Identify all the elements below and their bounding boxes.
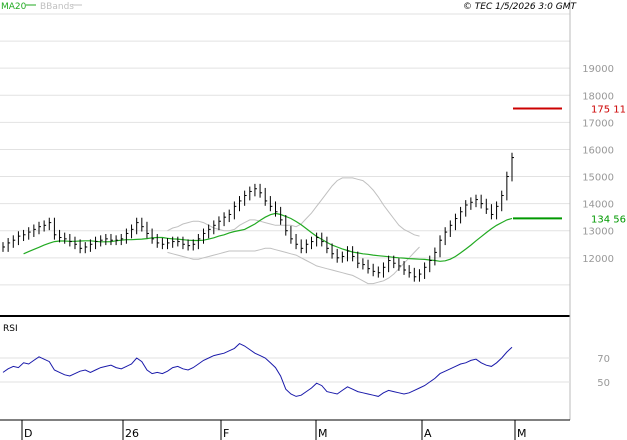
rsi-polyline	[2, 343, 513, 397]
x-axis-label: A	[424, 427, 432, 440]
price-gridlines	[0, 13, 570, 286]
price-level-label: 134 56	[591, 214, 626, 225]
x-axis-labels: D 26 F M A M	[21, 420, 527, 440]
price-levels: 175 11 134 56	[513, 105, 626, 225]
rsi-gridlines	[0, 357, 570, 383]
rsi-title: RSI	[3, 324, 18, 334]
price-tick-label: 19000	[582, 64, 614, 75]
price-axis-ticks: 19000 18000 17000 16000 15000 14000 13000 12000	[582, 64, 614, 265]
bollinger-bands	[167, 177, 420, 285]
price-tick-label: 14000	[582, 200, 614, 211]
rsi-tick-label: 50	[597, 378, 610, 389]
x-axis-label: 26	[125, 427, 139, 440]
rsi-axis-ticks: 70 50	[597, 354, 610, 389]
price-level-label: 175 11	[591, 105, 626, 116]
x-axis-label: M	[517, 427, 527, 440]
x-axis-label: F	[223, 427, 229, 440]
price-tick-label: 15000	[582, 173, 614, 184]
price-tick-label: 16000	[582, 145, 614, 156]
rsi-line	[2, 343, 513, 397]
price-tick-label: 18000	[582, 91, 614, 102]
copyright-timestamp: © TEC 1/5/2026 3:0 GMT	[463, 2, 578, 12]
bb-lower-line	[167, 246, 420, 285]
x-axis-label: D	[24, 427, 32, 440]
price-tick-label: 13000	[582, 227, 614, 238]
bb-upper-line	[167, 177, 420, 237]
price-bars	[2, 152, 514, 282]
x-axis-label: M	[318, 427, 328, 440]
legend-ma20: MA20	[1, 2, 27, 12]
price-tick-label: 17000	[582, 118, 614, 129]
legend-bbands: BBands	[40, 2, 74, 12]
rsi-tick-label: 70	[597, 354, 610, 365]
price-tick-label: 12000	[582, 254, 614, 265]
